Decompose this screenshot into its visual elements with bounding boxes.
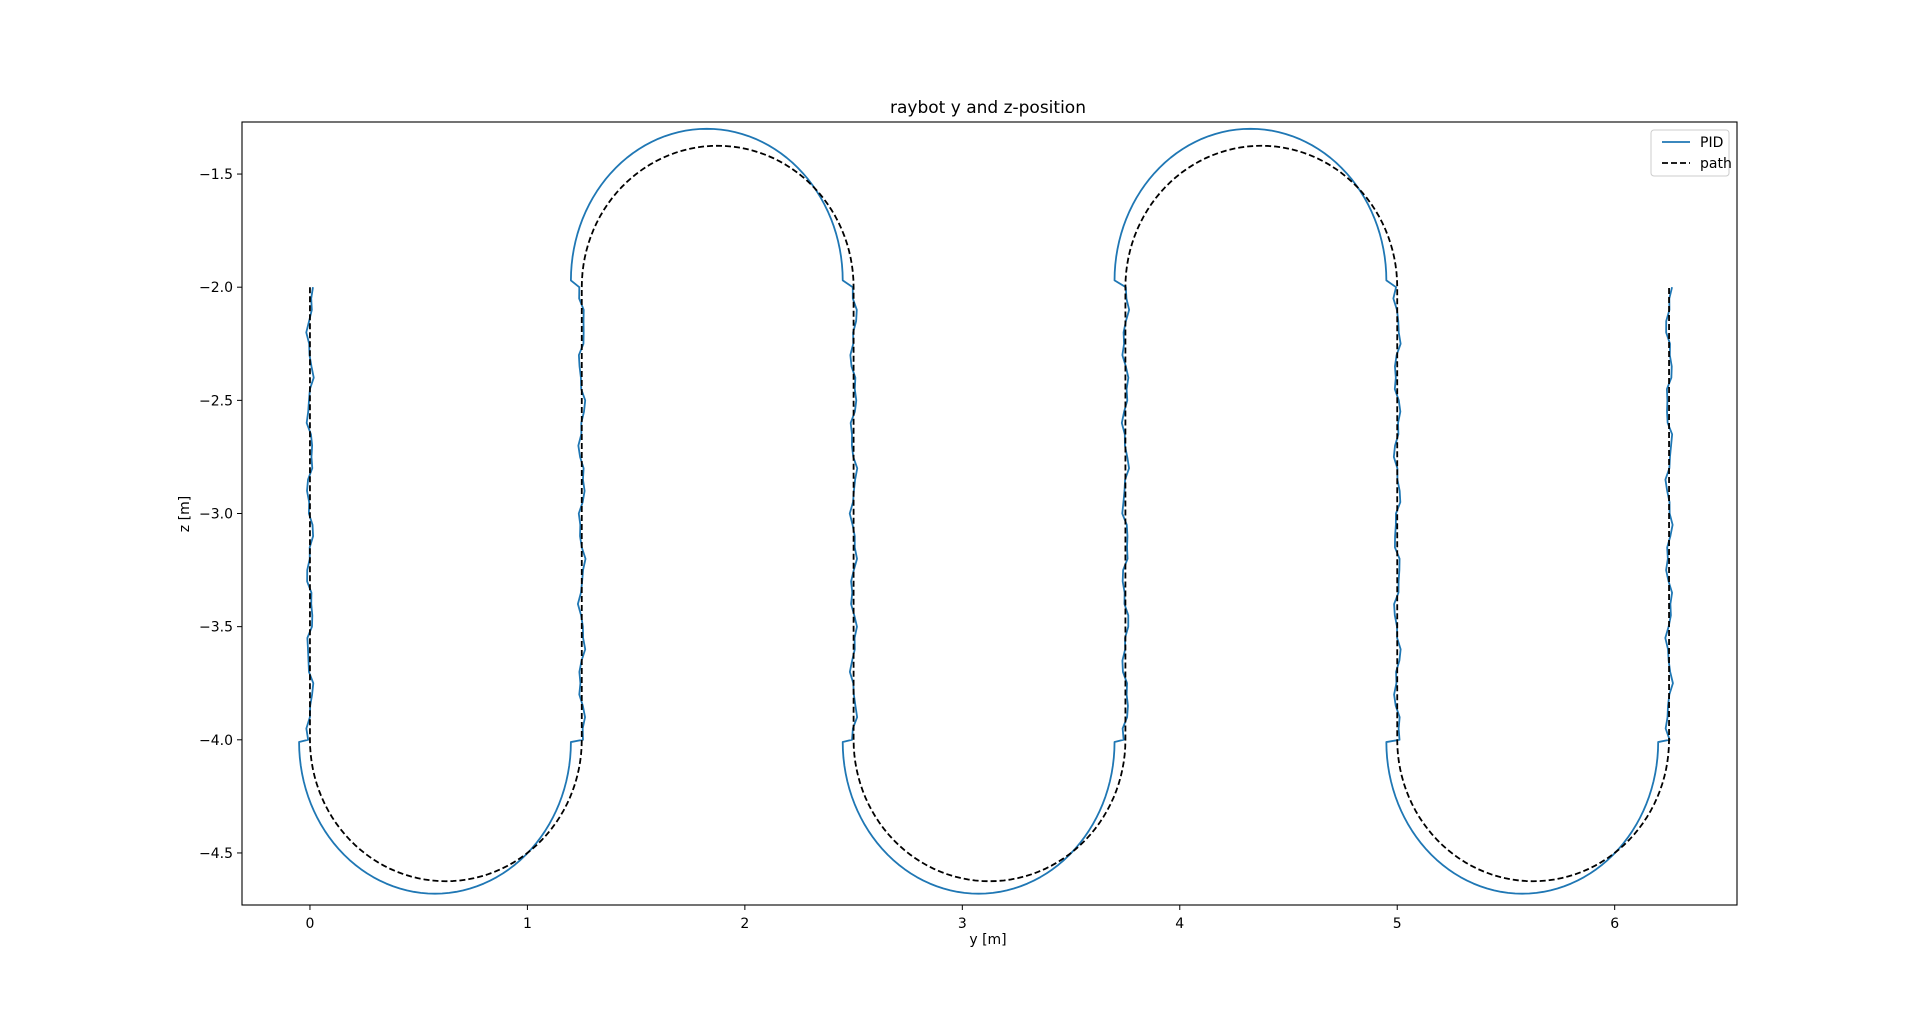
y-tick-label: −3.5 <box>199 620 233 636</box>
x-tick-label: 4 <box>1175 916 1184 932</box>
series-line-pid <box>298 127 1674 895</box>
y-axis-label: z [m] <box>177 496 193 532</box>
y-tick-label: −3.0 <box>199 507 233 523</box>
y-axis-ticks: −1.5 −2.0 −2.5 −3.0 −3.5 −4.0 −4.5 <box>199 167 242 862</box>
plot-background <box>242 122 1737 905</box>
x-tick-label: 5 <box>1393 916 1402 932</box>
x-tick-label: 3 <box>958 916 967 932</box>
legend: PID path <box>1650 129 1732 177</box>
series-layer <box>298 127 1674 895</box>
y-tick-label: −4.0 <box>199 733 233 749</box>
x-tick-label: 6 <box>1610 916 1619 932</box>
x-axis-label: y [m] <box>969 932 1006 948</box>
y-tick-label: −2.0 <box>199 280 233 296</box>
x-tick-label: 1 <box>523 916 532 932</box>
x-tick-label: 2 <box>740 916 749 932</box>
chart-title: raybot y and z-position <box>890 98 1086 118</box>
x-axis-ticks: 0 1 2 3 4 5 6 <box>305 905 1619 932</box>
plot-area <box>241 121 1738 906</box>
legend-label-path: path <box>1700 156 1732 172</box>
legend-label-pid: PID <box>1700 135 1723 151</box>
x-tick-label: 0 <box>305 916 314 932</box>
y-tick-label: −2.5 <box>199 393 233 409</box>
y-tick-label: −1.5 <box>199 167 233 183</box>
y-tick-label: −4.5 <box>199 846 233 862</box>
series-line-path <box>309 144 1670 883</box>
